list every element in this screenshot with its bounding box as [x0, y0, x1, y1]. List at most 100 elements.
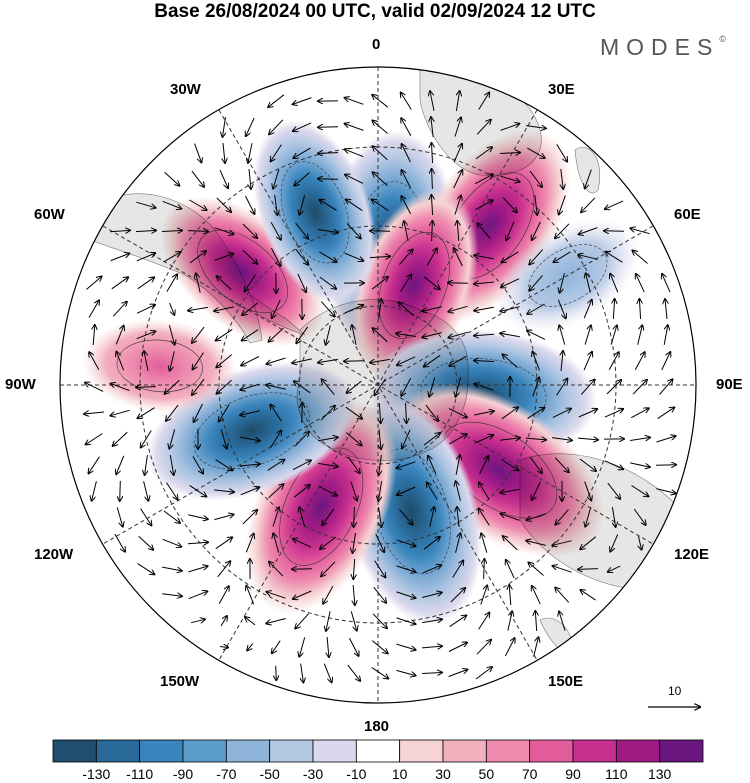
wind-vector-38	[191, 170, 204, 187]
wind-vector-410	[449, 615, 467, 628]
colorbar-swatch-0	[52, 739, 97, 763]
wind-vector-124	[319, 276, 336, 289]
wind-vector-63	[372, 199, 389, 212]
wind-vector-24	[248, 143, 253, 163]
wind-vector-59	[275, 195, 278, 215]
wind-vector-255	[141, 430, 152, 448]
wind-vector-429	[301, 663, 304, 683]
wind-vector-381	[578, 569, 599, 570]
wind-vector-112	[578, 255, 598, 260]
wind-vector-435	[448, 670, 468, 677]
wind-vector-307	[293, 485, 310, 498]
wind-vector-103	[344, 252, 364, 261]
wind-vector-313	[456, 481, 461, 501]
wind-vector-46	[402, 170, 411, 189]
wind-vector-355	[423, 537, 440, 550]
wind-vector-395	[480, 586, 487, 605]
wind-vector-176	[474, 334, 495, 335]
wind-vector-71	[581, 197, 596, 212]
wind-vector-296	[604, 460, 623, 469]
lon-label-0: 0	[372, 36, 381, 53]
wind-vector-175	[448, 331, 468, 337]
wind-vector-165	[192, 326, 205, 343]
wind-vector-249	[578, 409, 597, 418]
colorbar-label: -70	[216, 766, 237, 782]
wind-vector-293	[529, 456, 542, 473]
wind-vector-353	[375, 533, 384, 552]
wind-vector-18	[454, 118, 461, 137]
wind-vector-214	[266, 385, 286, 390]
wind-vector-195	[370, 359, 390, 362]
wind-vector-57	[216, 197, 231, 212]
wind-vector-178	[527, 331, 546, 340]
wind-vector-283	[267, 460, 285, 471]
wind-vector-298	[655, 465, 676, 466]
wind-vector-136	[636, 274, 645, 293]
wind-vector-232	[138, 407, 155, 419]
wind-vector-329	[299, 507, 306, 527]
wind-vector-318	[584, 481, 592, 501]
wind-vector-420	[348, 637, 358, 656]
wind-vector-268	[474, 435, 493, 444]
wind-vector-354	[396, 539, 416, 546]
wind-vector-430	[323, 663, 331, 683]
wind-vector-4	[372, 95, 389, 108]
wind-vector-310	[378, 481, 381, 501]
wind-vector-348	[245, 534, 253, 553]
wind-vector-115	[86, 277, 101, 290]
wind-vector-164	[168, 325, 174, 344]
wind-vector-242	[406, 402, 407, 423]
wind-vector-188	[193, 352, 204, 370]
wind-vector-102	[319, 251, 336, 262]
wind-vector-60	[299, 195, 306, 214]
wind-vector-316	[532, 481, 541, 500]
colorbar-label: -10	[346, 766, 367, 782]
wind-vector-219	[401, 377, 412, 396]
wind-vector-77	[214, 227, 234, 235]
colorbar-swatch-2	[139, 739, 184, 763]
wind-vector-414	[559, 611, 566, 631]
wind-vector-106	[426, 248, 437, 266]
wind-vector-45	[373, 172, 388, 187]
wind-vector-432	[371, 666, 389, 678]
wind-vector-371	[321, 561, 336, 576]
wind-vector-0	[268, 94, 285, 107]
wind-vector-256	[169, 429, 176, 448]
wind-vector-359	[526, 541, 546, 546]
wind-vector-153	[474, 306, 494, 310]
wind-vector-229	[659, 379, 673, 395]
wind-vector-427	[533, 637, 539, 657]
lon-label-120e: 120E	[674, 546, 710, 563]
wind-vector-213	[240, 383, 260, 390]
wind-vector-281	[215, 459, 233, 471]
wind-vector-8	[478, 93, 489, 110]
wind-vector-335	[457, 507, 459, 527]
wind-vector-285	[318, 463, 338, 466]
wind-vector-43	[318, 179, 339, 180]
wind-vector-167	[242, 328, 259, 340]
wind-vector-170	[326, 325, 331, 344]
wind-vector-295	[579, 458, 596, 471]
wind-vector-240	[345, 406, 362, 419]
wind-vector-101	[295, 248, 309, 265]
wind-vector-352	[353, 533, 356, 553]
wind-vector-264	[379, 428, 381, 449]
wind-vector-166	[216, 328, 233, 340]
wind-vector-364	[137, 563, 155, 575]
wind-vector-203	[583, 352, 592, 371]
wind-vector-425	[476, 640, 491, 655]
anomaly-fields	[81, 120, 640, 625]
wind-vector-267	[449, 434, 466, 445]
wind-vector-131	[501, 278, 520, 288]
wind-vector-312	[427, 483, 438, 500]
wind-vector-34	[499, 153, 520, 154]
wind-vector-417	[272, 640, 281, 654]
wind-vector-247	[527, 408, 545, 419]
wind-vector-1	[293, 97, 312, 105]
wind-vector-421	[371, 640, 387, 654]
wind-vector-402	[245, 617, 256, 626]
wind-vector-11	[269, 119, 284, 134]
colorbar-swatch-5	[269, 739, 314, 763]
wind-vector-75	[161, 231, 182, 232]
wind-vectors	[84, 91, 676, 682]
